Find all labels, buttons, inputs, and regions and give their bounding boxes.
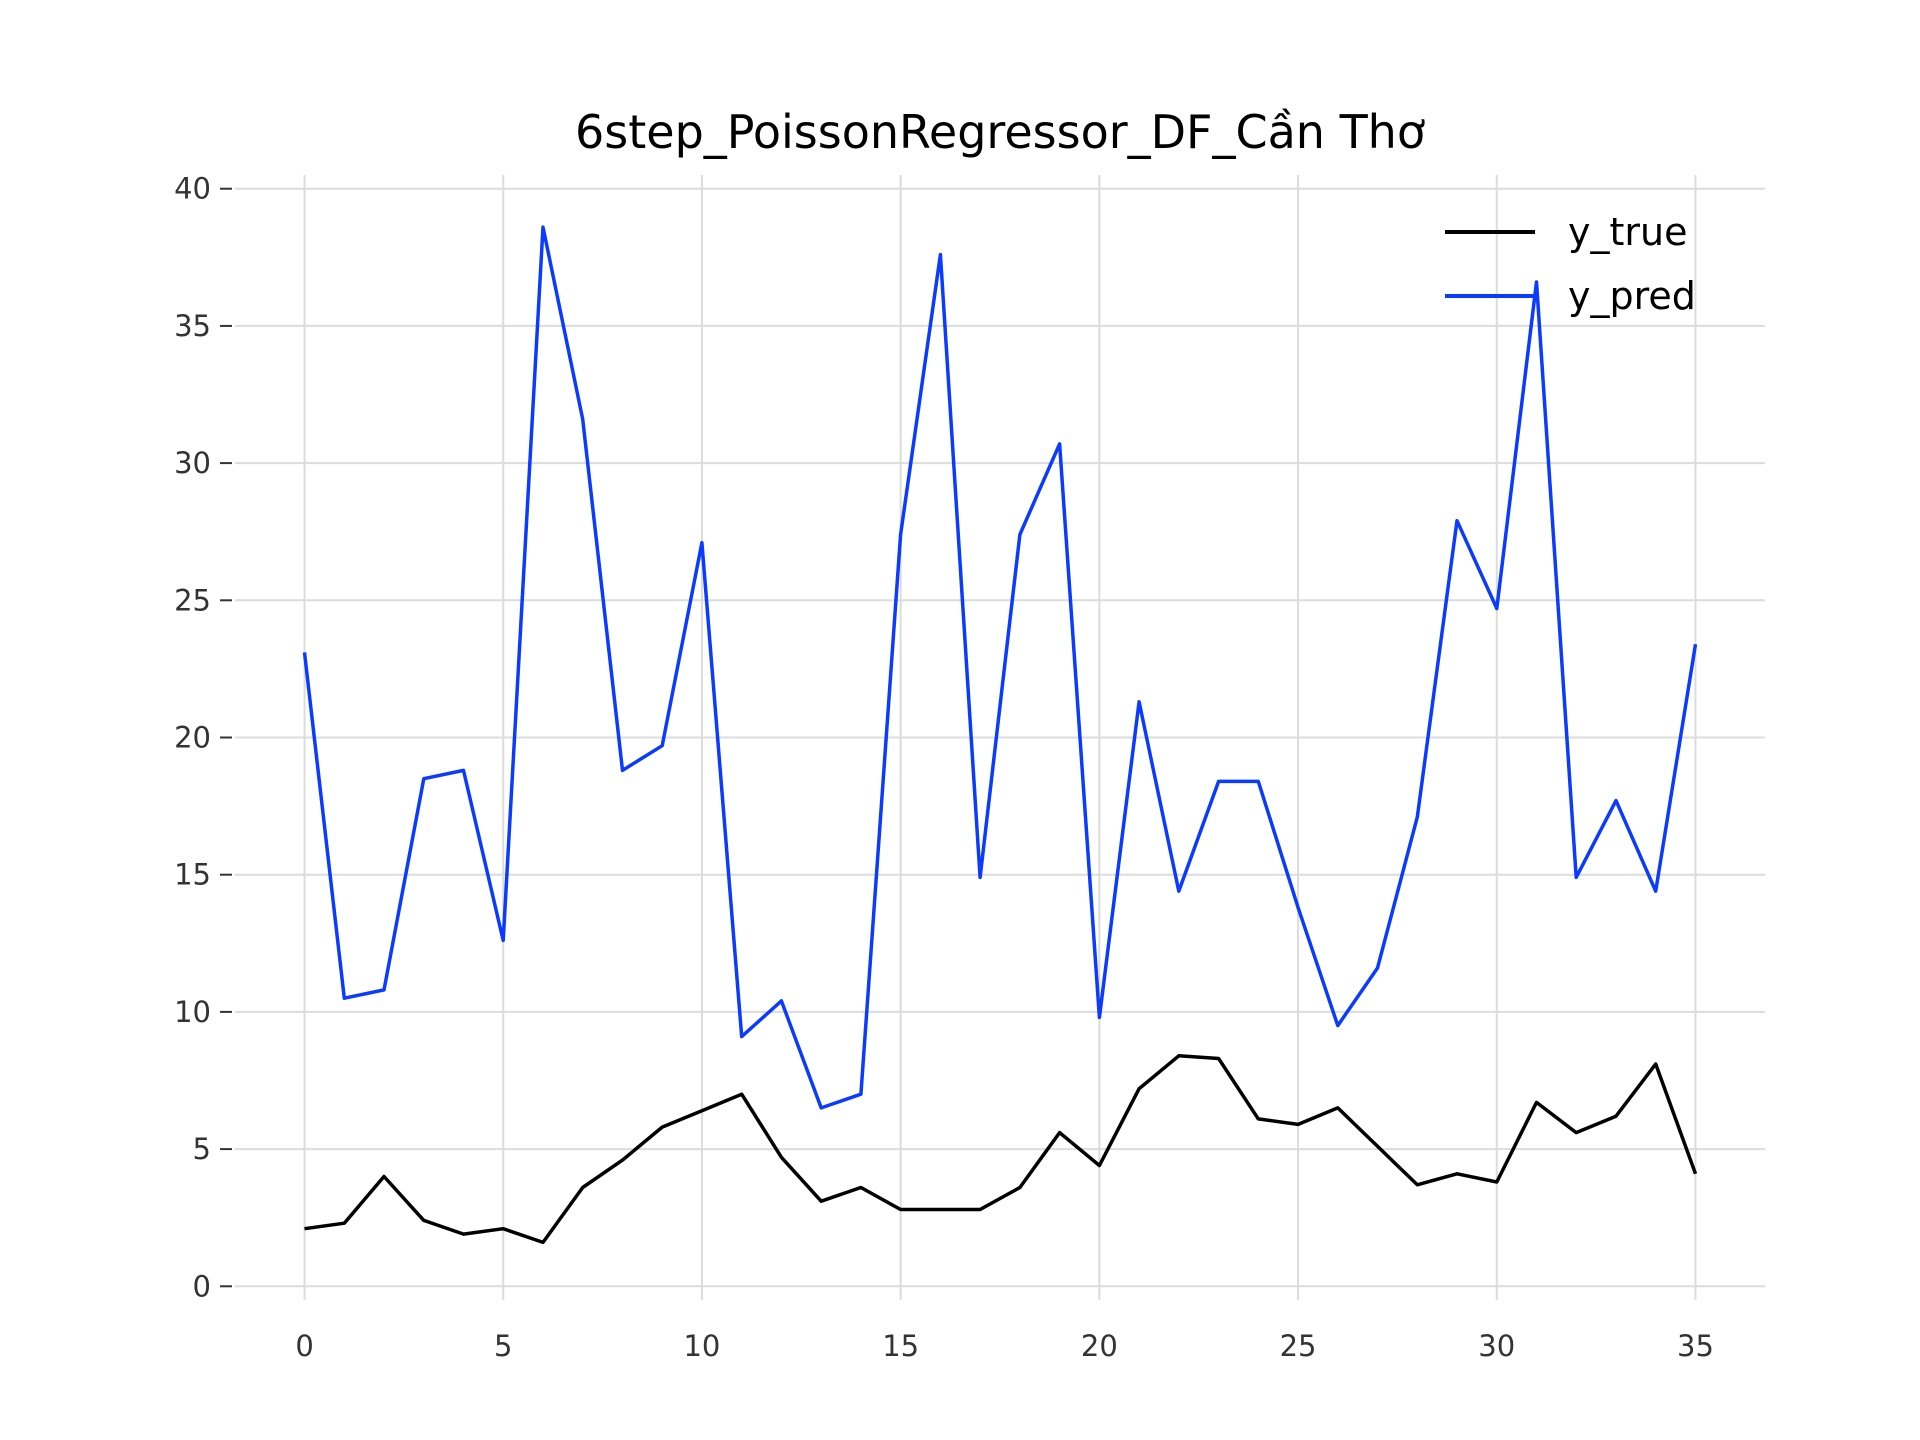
x-tick-label: 5 bbox=[494, 1329, 512, 1363]
x-tick-label: 25 bbox=[1280, 1329, 1317, 1363]
x-tick-label: 15 bbox=[882, 1329, 919, 1363]
y-tick-label: 20 bbox=[174, 721, 211, 755]
x-tick-label: 30 bbox=[1478, 1329, 1515, 1363]
x-tick-label: 35 bbox=[1677, 1329, 1714, 1363]
grid-lines bbox=[235, 175, 1765, 1300]
y-tick-label: 15 bbox=[174, 858, 211, 892]
y-tick-label: 25 bbox=[174, 583, 211, 617]
chart-title: 6step_PoissonRegressor_DF_Cần Thơ bbox=[575, 105, 1425, 159]
x-tick-label: 20 bbox=[1081, 1329, 1118, 1363]
series-line-y-true bbox=[304, 1054, 1698, 1245]
y-tick-label: 10 bbox=[174, 995, 211, 1029]
y-tick-label: 0 bbox=[193, 1269, 211, 1303]
series-line-y-pred bbox=[302, 225, 1698, 1110]
y-tick-label: 30 bbox=[174, 446, 211, 480]
y-tick-label: 5 bbox=[193, 1132, 211, 1166]
axis-ticks: 0 5 10 15 20 25 30 35 0 5 10 15 20 25 30 35 40 bbox=[174, 172, 1714, 1363]
legend-label-y-pred: y_pred bbox=[1568, 274, 1696, 318]
legend: y_true y_pred bbox=[1445, 210, 1696, 318]
y-tick-label: 40 bbox=[174, 172, 211, 206]
series-lines bbox=[302, 225, 1698, 1245]
x-tick-label: 10 bbox=[683, 1329, 720, 1363]
legend-label-y-true: y_true bbox=[1568, 210, 1687, 254]
x-tick-label: 0 bbox=[295, 1329, 313, 1363]
y-tick-label: 35 bbox=[174, 309, 211, 343]
